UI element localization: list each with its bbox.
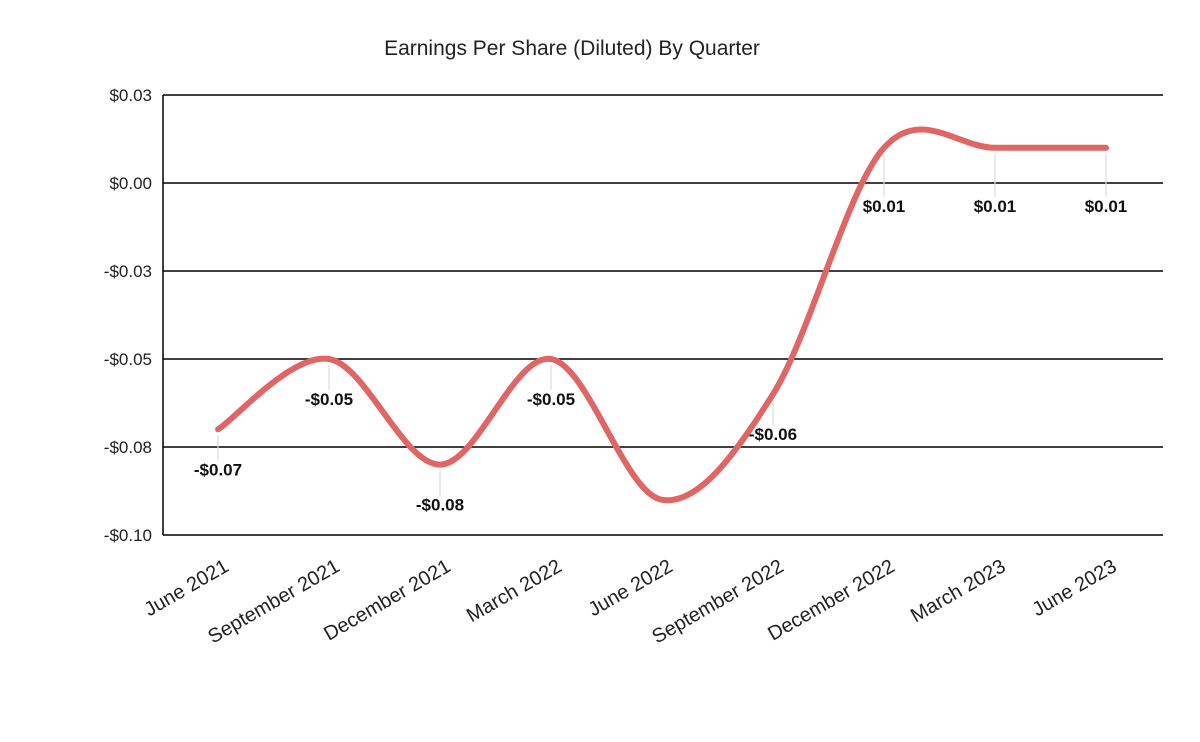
x-tick-label: March 2023 xyxy=(907,555,1009,627)
gridlines xyxy=(162,94,1163,536)
chart-title: Earnings Per Share (Diluted) By Quarter xyxy=(384,37,760,60)
y-tick-label: -$0.03 xyxy=(104,262,152,281)
y-tick-label: -$0.05 xyxy=(104,350,152,369)
series-lines xyxy=(215,126,1109,504)
y-tick-label: $0.03 xyxy=(109,86,152,105)
x-tick-label: June 2021 xyxy=(141,555,233,621)
data-label: $0.01 xyxy=(863,197,906,216)
data-label: -$0.05 xyxy=(527,390,575,409)
data-label: $0.01 xyxy=(974,197,1017,216)
data-label: -$0.08 xyxy=(416,496,464,515)
data-label: $0.01 xyxy=(1085,197,1128,216)
x-tick-label: June 2022 xyxy=(585,555,677,621)
y-axis-ticks: $0.03 $0.00 -$0.03 -$0.05 -$0.08 -$0.10 xyxy=(104,86,152,545)
data-label: -$0.06 xyxy=(749,425,797,444)
y-tick-label: -$0.08 xyxy=(104,438,152,457)
x-tick-label: December 2021 xyxy=(320,555,454,645)
x-tick-label: June 2023 xyxy=(1029,555,1121,621)
series-line xyxy=(215,126,1109,504)
data-labels: -$0.07 -$0.05 -$0.08 -$0.05 -$0.06 $0.01 $0.01… xyxy=(194,197,1127,515)
x-tick-label: March 2022 xyxy=(463,555,565,627)
y-tick-label: -$0.10 xyxy=(104,526,152,545)
y-tick-label: $0.00 xyxy=(109,174,152,193)
x-tick-label: December 2022 xyxy=(764,555,898,645)
data-label-leaders xyxy=(217,153,1107,496)
data-label: -$0.05 xyxy=(305,390,353,409)
data-label: -$0.07 xyxy=(194,460,242,479)
